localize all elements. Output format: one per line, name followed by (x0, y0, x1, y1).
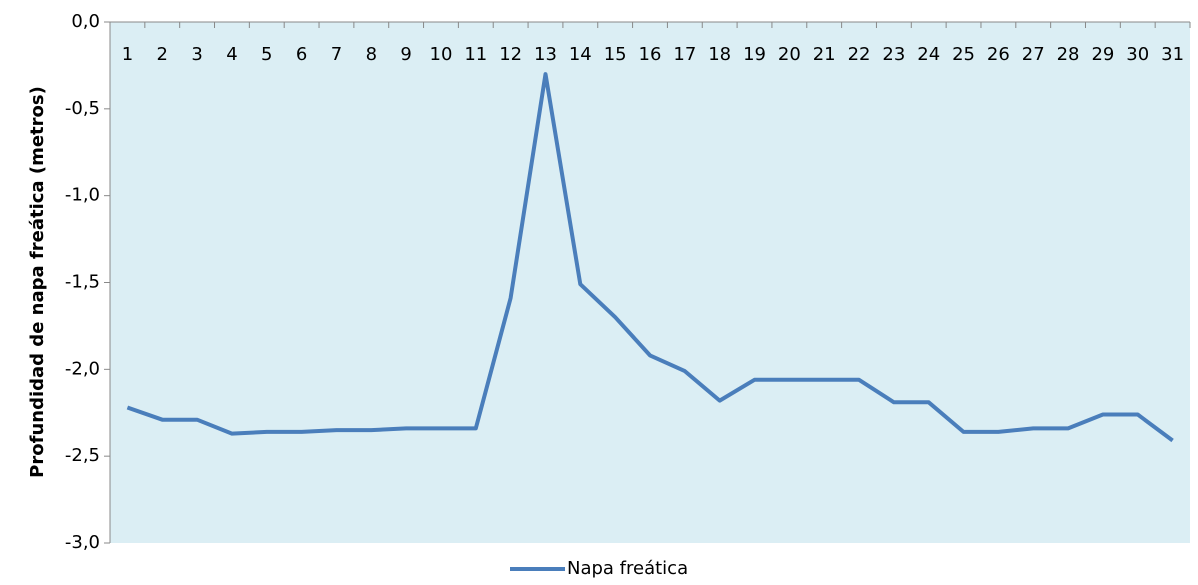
x-tick-label: 8 (366, 44, 377, 65)
x-tick-label: 29 (1091, 44, 1114, 65)
y-tick-label: -1,0 (65, 185, 100, 206)
x-tick-label: 22 (848, 44, 871, 65)
x-tick-label: 2 (157, 44, 168, 65)
y-tick-label: 0,0 (71, 11, 100, 32)
x-tick-label: 20 (778, 44, 801, 65)
x-tick-label: 31 (1161, 44, 1184, 65)
x-tick-label: 21 (813, 44, 836, 65)
plot-area (110, 22, 1190, 543)
x-tick-label: 17 (673, 44, 696, 65)
x-tick-label: 16 (639, 44, 662, 65)
y-tick-label: -3,0 (65, 532, 100, 553)
y-tick-label: -0,5 (65, 98, 100, 119)
data-line (126, 72, 1174, 443)
x-tick-label: 4 (226, 44, 237, 65)
x-tick-label: 9 (400, 44, 411, 65)
x-tick-label: 24 (917, 44, 940, 65)
x-tick-label: 1 (122, 44, 133, 65)
x-tick-label: 7 (331, 44, 342, 65)
x-tick-label: 19 (743, 44, 766, 65)
y-tick-label: -1,5 (65, 272, 100, 293)
y-tick-label: -2,5 (65, 445, 100, 466)
x-tick-label: 10 (430, 44, 453, 65)
x-tick-label: 14 (569, 44, 592, 65)
x-tick-label: 11 (464, 44, 487, 65)
x-tick-label: 15 (604, 44, 627, 65)
y-axis-title: Profundidad de napa freática (metros) (27, 86, 48, 478)
x-tick-label: 5 (261, 44, 272, 65)
x-tick-label: 13 (534, 44, 557, 65)
x-tick-label: 3 (191, 44, 202, 65)
x-tick-label: 25 (952, 44, 975, 65)
y-tick-label: -2,0 (65, 358, 100, 379)
x-tick-label: 12 (499, 44, 522, 65)
x-tick-label: 30 (1126, 44, 1149, 65)
x-tick-label: 23 (882, 44, 905, 65)
x-tick-label: 28 (1057, 44, 1080, 65)
x-tick-label: 26 (987, 44, 1010, 65)
legend-label: Napa freática (567, 558, 688, 579)
x-tick-label: 6 (296, 44, 307, 65)
x-tick-label: 18 (708, 44, 731, 65)
x-tick-label: 27 (1022, 44, 1045, 65)
